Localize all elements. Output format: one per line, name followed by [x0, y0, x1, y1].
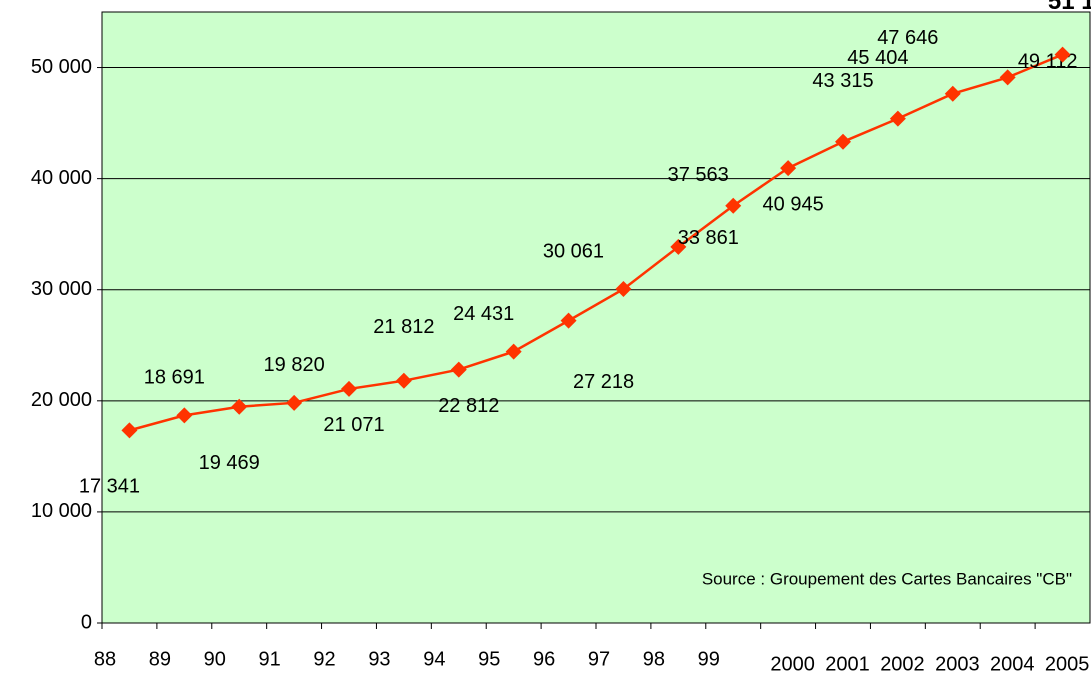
data-label: 45 404: [847, 47, 908, 69]
data-label: 40 945: [763, 193, 824, 215]
data-label: 47 646: [877, 27, 938, 49]
x-tick-label: 95: [478, 648, 500, 670]
marker: [615, 281, 632, 298]
y-tick-label: 10 000: [31, 500, 92, 522]
marker: [231, 398, 248, 415]
x-tick-label: 2002: [880, 653, 925, 675]
data-label: 18 691: [144, 367, 205, 389]
line: [129, 53, 1064, 432]
y-tick-label: 50 000: [31, 56, 92, 78]
y-tick-label: 30 000: [31, 278, 92, 300]
marker: [999, 69, 1016, 86]
data-label: 21 071: [323, 414, 384, 436]
marker: [835, 133, 851, 150]
data-label: 17 341: [79, 476, 140, 498]
x-tick-label: 91: [259, 648, 281, 670]
marker: [560, 312, 577, 329]
marker: [780, 160, 797, 177]
marker: [505, 343, 522, 360]
marker: [176, 407, 193, 424]
marker: [450, 361, 467, 378]
data-label: 19 820: [264, 354, 325, 376]
marker: [725, 197, 742, 214]
data-label: 51 167: [1048, 0, 1091, 15]
x-tick-label: 90: [204, 648, 226, 670]
data-label: 22 812: [438, 395, 499, 417]
marker: [1054, 46, 1071, 63]
x-tick-label: 94: [423, 648, 445, 670]
annotation: Source : Groupement des Cartes Bancaires…: [702, 569, 1072, 588]
y-tick-label: 20 000: [31, 389, 92, 411]
y-tick-label: 40 000: [31, 167, 92, 189]
x-tick-label: 97: [588, 648, 610, 670]
y-tick-label: 0: [81, 611, 92, 633]
x-tick-label: 2004: [990, 653, 1035, 675]
x-tick-label: 2001: [825, 653, 870, 675]
data-label: 33 861: [678, 227, 739, 249]
x-tick-label: 96: [533, 648, 555, 670]
x-tick-label: 98: [643, 648, 665, 670]
x-tick-label: 2003: [935, 653, 980, 675]
data-label: 30 061: [543, 240, 604, 262]
x-tick-label: 89: [149, 648, 171, 670]
data-label: 24 431: [453, 303, 514, 325]
data-label: 37 563: [668, 164, 729, 186]
x-tick-label: 92: [313, 648, 335, 670]
data-label: 21 812: [373, 316, 434, 338]
marker: [121, 422, 138, 439]
x-tick-label: 2005: [1045, 653, 1090, 675]
marker: [395, 372, 412, 389]
marker: [670, 238, 687, 255]
x-tick-label: 2000: [770, 653, 815, 675]
plot-area: [101, 11, 1091, 624]
data-label: 19 469: [199, 452, 260, 474]
x-tick-label: 88: [94, 648, 116, 670]
x-tick-label: 99: [698, 648, 720, 670]
marker: [341, 380, 357, 397]
marker: [889, 110, 906, 127]
marker: [286, 394, 303, 411]
data-label: 27 218: [573, 371, 634, 393]
marker: [944, 85, 961, 102]
x-tick-label: 93: [368, 648, 390, 670]
data-label: 43 315: [812, 70, 873, 92]
